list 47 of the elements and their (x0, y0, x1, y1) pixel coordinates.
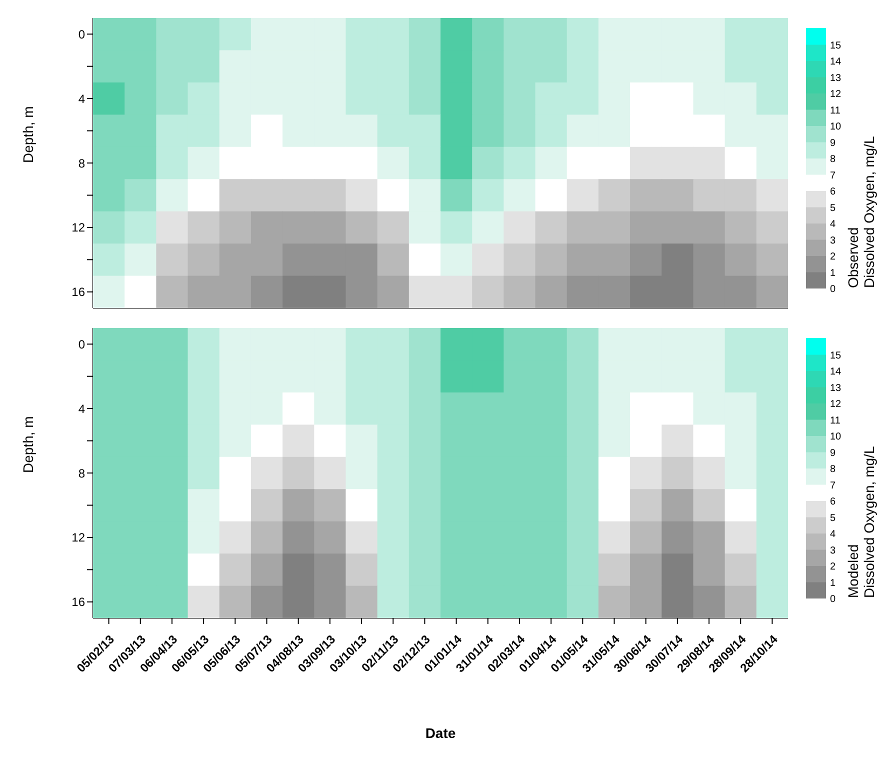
color-bar-label: 10 (830, 122, 842, 132)
color-bar-label: 9 (830, 448, 836, 459)
y-tick-label: 12 (72, 220, 86, 235)
color-bar-label: 2 (830, 562, 836, 572)
color-bar-label: 11 (830, 415, 841, 426)
color-bar-label: 6 (830, 496, 836, 508)
y-tick-label: 4 (78, 402, 86, 416)
color-bar-title: Observed Dissolved Oxygen, mg/L (845, 136, 877, 288)
y-tick-label: 16 (72, 285, 86, 300)
color-bar-label: 9 (830, 138, 836, 149)
color-bar-label: 0 (830, 594, 836, 605)
color-bar-label: 7 (830, 170, 836, 182)
color-bar-label: 0 (830, 284, 836, 295)
color-bar-label: 15 (830, 350, 842, 362)
color-bar-label: 1 (830, 268, 836, 279)
color-bar-label: 11 (830, 105, 841, 116)
color-bar-label: 3 (830, 235, 836, 246)
color-bar-label: 4 (830, 529, 836, 540)
y-tick-label: 8 (78, 466, 86, 480)
y-tick-label: 12 (72, 530, 86, 545)
color-bar-label: 2 (830, 252, 836, 262)
color-bar-label: 5 (830, 512, 836, 524)
color-bar-label: 10 (830, 432, 842, 442)
y-tick-label: 8 (78, 156, 86, 170)
color-bar-label: 12 (830, 89, 842, 100)
color-bar-label: 5 (830, 202, 836, 214)
color-bar-label: 7 (830, 480, 836, 492)
color-bar-label: 14 (830, 366, 842, 378)
color-bar-title: Modeled Dissolved Oxygen, mg/L (845, 446, 877, 598)
color-bar-label: 8 (830, 154, 836, 165)
color-bar-label: 1 (830, 578, 836, 589)
y-tick-label: 0 (78, 27, 86, 42)
color-bar-label: 12 (830, 399, 842, 410)
y-axis-title: Depth, m (20, 106, 36, 163)
color-bar-label: 14 (830, 56, 842, 68)
color-bar-label: 8 (830, 464, 836, 475)
color-bar-label: 6 (830, 186, 836, 198)
color-bar-label: 13 (830, 72, 842, 84)
x-axis-title: Date (425, 725, 456, 741)
y-tick-label: 16 (72, 595, 86, 610)
y-tick-label: 0 (78, 337, 86, 352)
y-axis-title: Depth, m (20, 416, 36, 473)
color-bar-label: 13 (830, 382, 842, 394)
color-bar-label: 4 (830, 219, 836, 230)
color-bar-label: 3 (830, 545, 836, 556)
color-bar-label: 15 (830, 40, 842, 52)
y-tick-label: 4 (78, 92, 86, 106)
